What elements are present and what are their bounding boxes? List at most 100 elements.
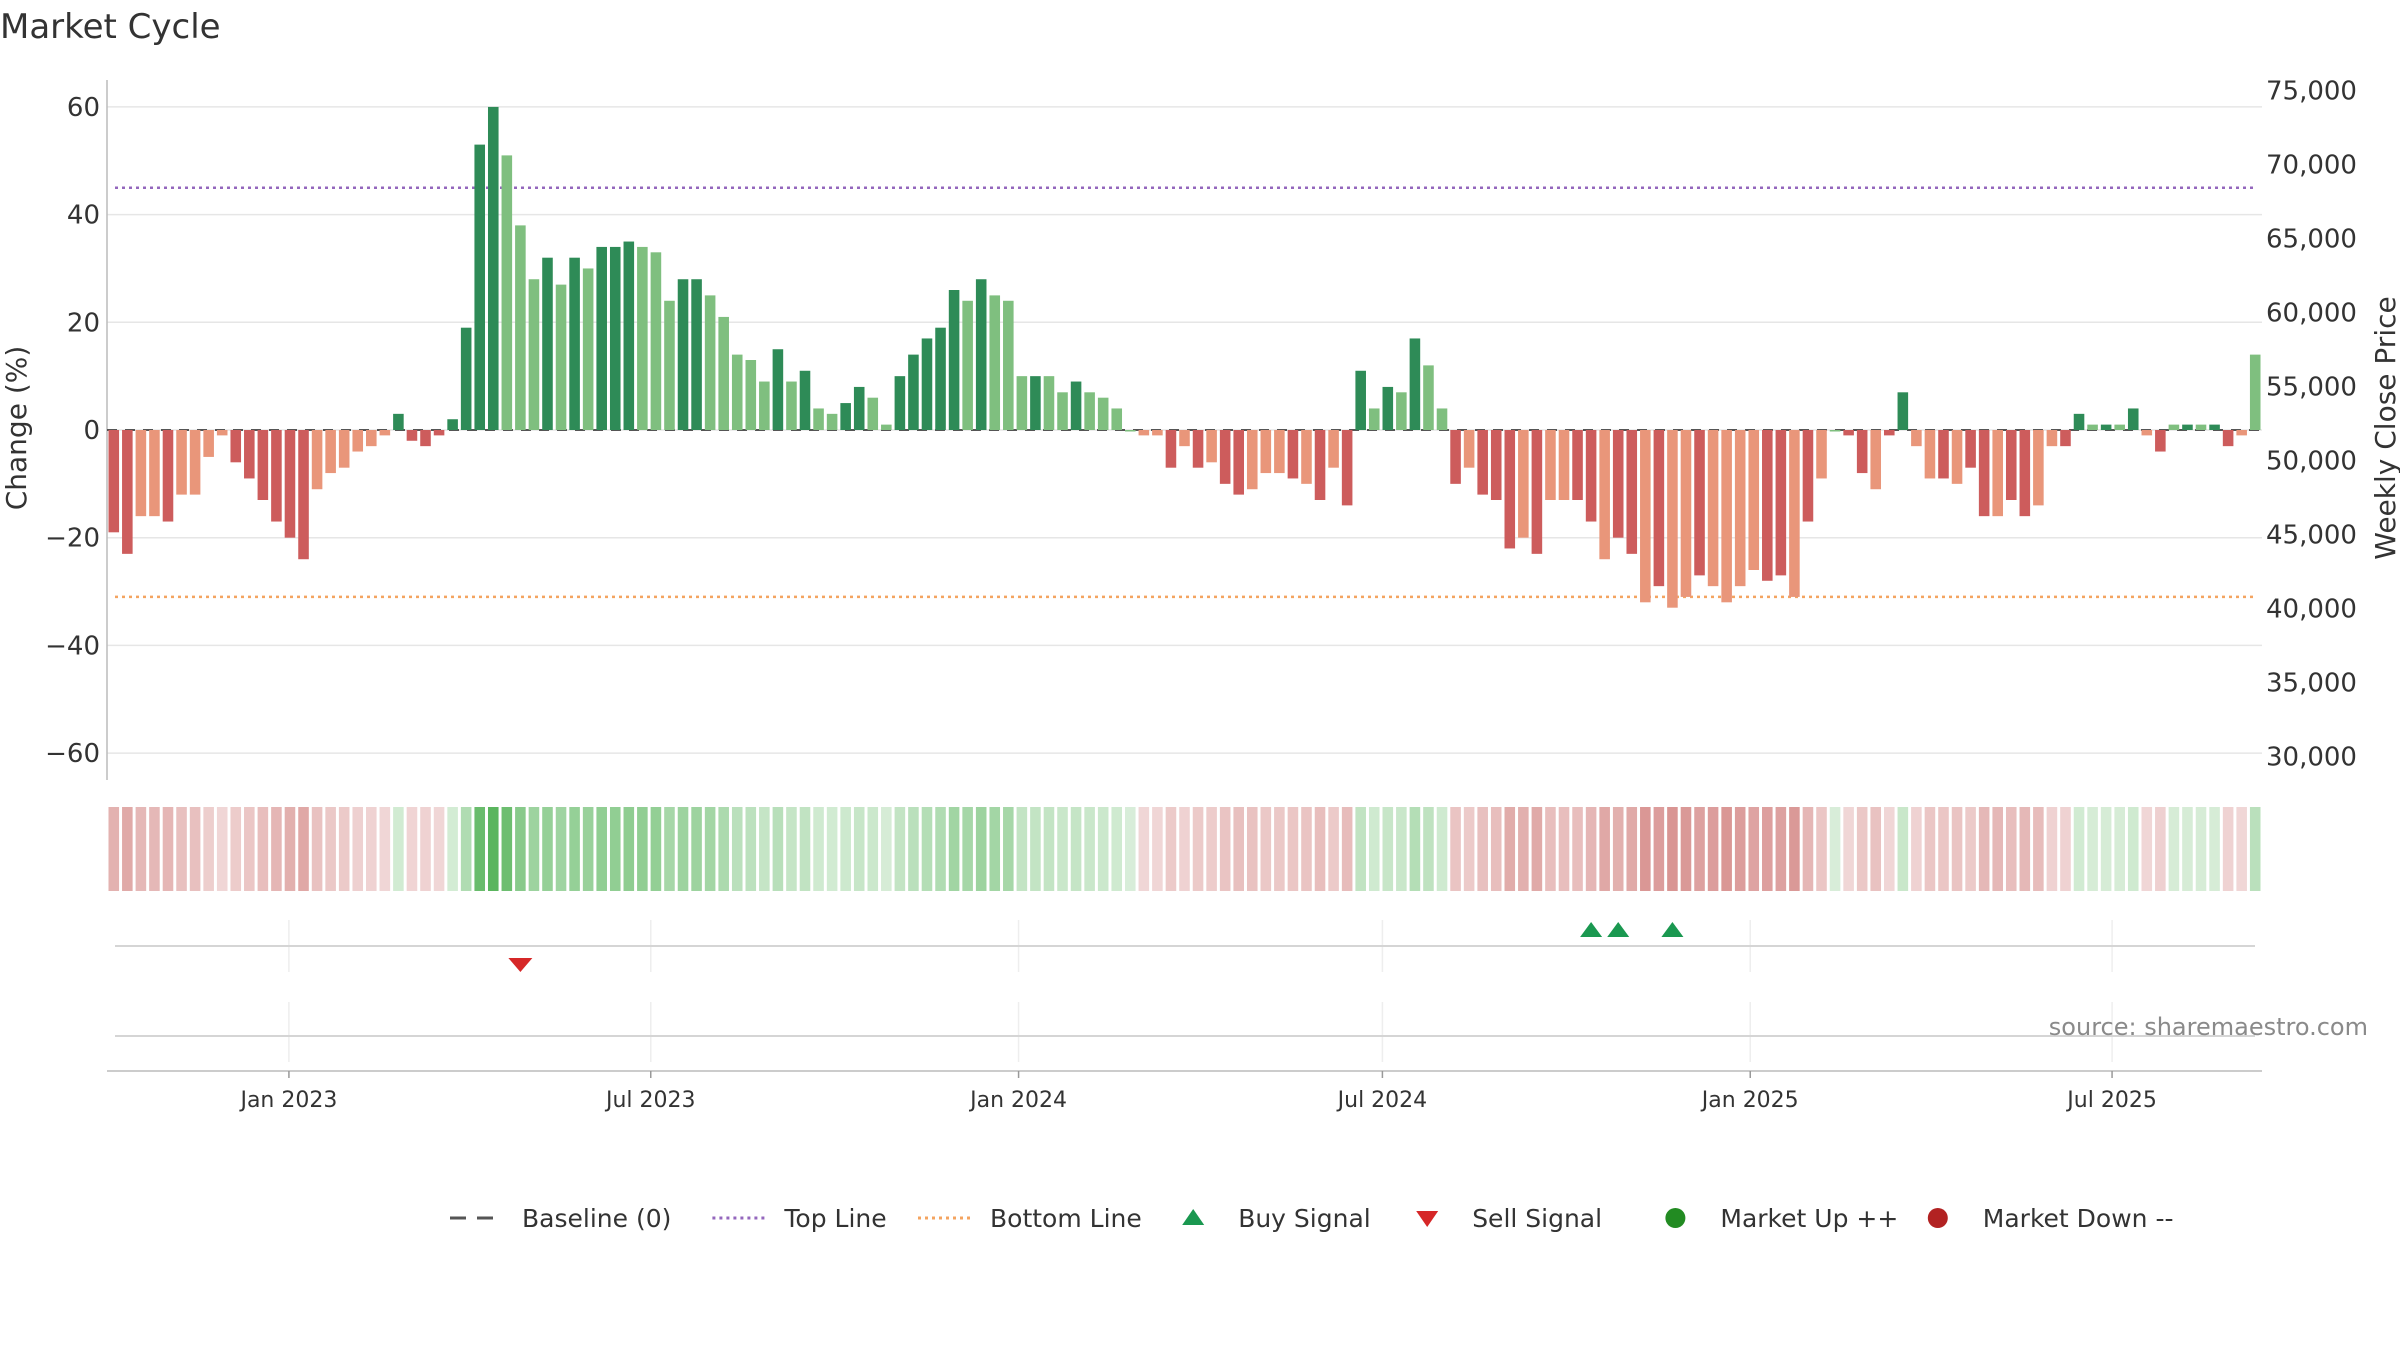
strip-cell: [1585, 807, 1597, 891]
bar: [1734, 430, 1746, 587]
x-tick-label: Jul 2023: [604, 1088, 696, 1113]
bar: [149, 430, 160, 517]
bar: [515, 225, 526, 430]
strip-cell: [284, 807, 296, 891]
strip-cell: [2222, 807, 2234, 891]
bar: [176, 430, 187, 495]
legend-item: Baseline (0): [450, 1204, 671, 1233]
bar: [989, 295, 1001, 430]
bar: [582, 268, 594, 430]
bar: [1423, 365, 1434, 430]
y-tick-label-right: 75,000: [2266, 76, 2357, 106]
bar: [1043, 376, 1055, 430]
x-tick-label: Jul 2025: [2065, 1088, 2157, 1113]
bar: [1545, 430, 1556, 500]
bar: [867, 397, 879, 430]
strip-cell: [1911, 807, 1922, 891]
strip-cell: [1396, 807, 1407, 891]
strip-cell: [1328, 807, 1339, 891]
bar: [420, 430, 431, 447]
strip-cell: [1897, 807, 1909, 891]
strip-cell: [1287, 807, 1299, 891]
bar: [691, 279, 702, 430]
strip-cell: [853, 807, 865, 891]
strip-cell: [1721, 807, 1732, 891]
bar: [921, 338, 933, 430]
strip-cell: [962, 807, 973, 891]
bar: [2005, 430, 2017, 500]
legend-item: Buy Signal: [1182, 1204, 1371, 1233]
bar: [1463, 430, 1475, 468]
strip-cell: [1382, 807, 1394, 891]
bar: [2046, 430, 2058, 447]
y-tick-label-left: 20: [67, 308, 100, 338]
bar: [1355, 370, 1366, 430]
bar: [1179, 430, 1190, 447]
strip-cell: [704, 807, 716, 891]
strip-cell: [271, 807, 282, 891]
bar: [2168, 424, 2180, 430]
strip-cell: [664, 807, 675, 891]
bar: [1287, 430, 1299, 479]
bar: [1789, 430, 1800, 597]
strip-cell: [2046, 807, 2058, 891]
strip-cell: [474, 807, 486, 891]
x-axis: Jan 2023 Jul 2023 Jan 2024 Jul 2024 Jan 2025…: [107, 1070, 2262, 1113]
strip-cell: [1314, 807, 1326, 891]
strip-cell: [1423, 807, 1434, 891]
bar: [1152, 430, 1163, 436]
bar: [609, 246, 621, 430]
strip-cell: [975, 807, 987, 891]
strip-cell: [731, 807, 743, 891]
strip-cell: [1802, 807, 1814, 891]
strip-cell: [637, 807, 648, 891]
strip-cell: [501, 807, 513, 891]
bar: [1016, 376, 1028, 430]
strip-cell: [1789, 807, 1800, 891]
strip-cell: [1816, 807, 1827, 891]
bar: [2073, 413, 2085, 430]
legend-item: Market Up ++: [1665, 1204, 1898, 1233]
legend-label: Buy Signal: [1238, 1204, 1371, 1233]
strip-cell: [1572, 807, 1583, 891]
strip-cell: [1341, 807, 1353, 891]
bar: [1775, 430, 1787, 576]
strip-cell: [1829, 807, 1841, 891]
bar: [2141, 430, 2153, 436]
legend-swatch-dot: [1665, 1208, 1686, 1228]
bar: [284, 430, 296, 538]
signal-panel: [115, 920, 2255, 1062]
strip-cell: [691, 807, 702, 891]
bar: [338, 430, 350, 468]
strip-cell: [1545, 807, 1556, 891]
bar: [1572, 430, 1583, 500]
strip-cell: [230, 807, 242, 891]
bar: [1450, 430, 1461, 484]
bar: [393, 413, 404, 430]
bar: [1558, 430, 1570, 500]
strip-cell: [1558, 807, 1570, 891]
bar: [962, 300, 973, 430]
strip-cell: [1599, 807, 1610, 891]
bar: [1097, 397, 1109, 430]
bar: [1246, 430, 1258, 490]
legend-item: Sell Signal: [1416, 1204, 1602, 1233]
bar: [1843, 430, 1854, 436]
strip-cell: [1206, 807, 1217, 891]
bar: [1653, 430, 1665, 587]
strip-cell: [176, 807, 187, 891]
bar: [1897, 392, 1909, 430]
bar: [1762, 430, 1773, 581]
y-tick-label-right: 40,000: [2266, 594, 2357, 624]
legend: Baseline (0) Top Line Bottom Line Buy Signa…: [450, 1204, 2174, 1233]
bar: [894, 376, 906, 430]
legend-swatch-buy: [1182, 1209, 1205, 1225]
strip-cell: [352, 807, 364, 891]
strip-cell: [1003, 807, 1014, 891]
legend-swatch-dot: [1927, 1208, 1948, 1228]
bar: [1070, 381, 1082, 430]
bar: [2155, 430, 2166, 452]
bar: [1585, 430, 1597, 522]
bar: [1111, 408, 1123, 430]
bar: [189, 430, 201, 495]
